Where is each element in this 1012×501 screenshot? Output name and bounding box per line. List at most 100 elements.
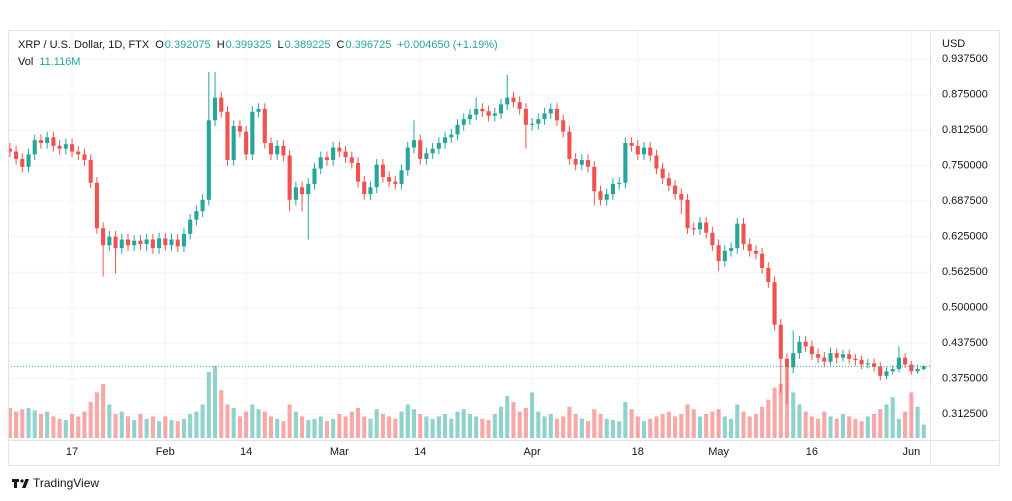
- volume-bar: [138, 414, 143, 438]
- candle-body: [219, 97, 224, 112]
- volume-bar: [268, 416, 274, 438]
- candle-body: [554, 108, 560, 121]
- volume-bar: [318, 416, 323, 438]
- y-tick-label: 0.500000: [942, 302, 988, 314]
- candle-body: [890, 369, 895, 372]
- volume-bar: [349, 411, 354, 438]
- candle-body: [822, 357, 827, 362]
- legend-title: XRP / U.S. Dollar, 1D, FTX: [18, 39, 150, 51]
- candle-body: [816, 354, 821, 358]
- x-tick-label: 14: [240, 446, 252, 458]
- candle-body: [486, 111, 491, 116]
- candle-body: [32, 140, 37, 155]
- candle-body: [175, 239, 180, 247]
- volume-bar: [212, 366, 218, 438]
- volume-bar: [704, 414, 709, 438]
- candle-body: [113, 236, 118, 249]
- candle-body: [735, 223, 740, 249]
- candle-body: [455, 124, 460, 135]
- candle-body: [250, 111, 255, 155]
- ohlc-value: 0.389225: [285, 39, 331, 51]
- candle-body: [157, 238, 162, 249]
- candle-body: [753, 250, 758, 254]
- volume-bar: [443, 414, 448, 438]
- candle-body: [63, 144, 68, 149]
- volume-bar: [188, 414, 193, 438]
- candle-body: [26, 154, 31, 167]
- candle-body: [200, 199, 205, 212]
- volume-bar: [567, 406, 572, 438]
- candle-body: [666, 178, 671, 186]
- candle-body: [579, 160, 584, 165]
- volume-layer: [7, 366, 926, 438]
- candle-body: [685, 199, 690, 229]
- candle-body: [772, 282, 777, 325]
- candle-body: [654, 155, 659, 169]
- x-tick-label: Feb: [156, 446, 175, 458]
- candle-body: [492, 113, 497, 116]
- frame: [8, 30, 1000, 466]
- x-tick-label: Mar: [330, 446, 349, 458]
- candle-body: [461, 119, 466, 125]
- volume-value: 11.116M: [39, 56, 80, 68]
- candle-body: [125, 239, 131, 246]
- volume-bar: [237, 416, 242, 438]
- candle-body: [586, 160, 591, 167]
- volume-bar: [536, 411, 541, 438]
- volume-bar: [629, 409, 634, 438]
- volume-bar: [511, 402, 516, 438]
- volume-bar: [859, 421, 864, 438]
- volume-bar: [523, 408, 528, 438]
- candle-body: [194, 211, 199, 220]
- volume-bar: [865, 416, 870, 438]
- candle-body: [101, 228, 106, 246]
- candle-body: [337, 147, 342, 152]
- volume-bar: [250, 404, 255, 438]
- volume-bar: [362, 416, 367, 438]
- volume-bar: [847, 416, 852, 438]
- candle-body: [859, 359, 864, 365]
- candle-body: [411, 140, 417, 148]
- volume-bar: [26, 408, 31, 438]
- volume-bar: [293, 411, 298, 438]
- volume-bar: [498, 406, 504, 438]
- volume-bar: [760, 406, 765, 438]
- volume-bar: [691, 409, 696, 438]
- candle-body: [387, 177, 392, 182]
- candle-body: [635, 145, 640, 155]
- candle-body: [840, 354, 846, 358]
- candle-body: [617, 182, 622, 184]
- candle-body: [909, 364, 914, 372]
- volume-bar: [287, 404, 292, 438]
- volume-bar: [822, 411, 827, 438]
- ohlc-value: 0.392075: [165, 39, 211, 51]
- volume-bar: [157, 421, 162, 438]
- volume-bar: [57, 418, 62, 438]
- candle-body: [722, 250, 727, 262]
- candle-body: [673, 185, 678, 195]
- volume-bar: [878, 409, 883, 438]
- volume-bar: [88, 402, 93, 438]
- candle-body: [163, 238, 168, 246]
- volume-bar: [368, 418, 373, 438]
- candle-body: [878, 366, 883, 376]
- volume-bar: [623, 402, 628, 438]
- x-tick-label: Apr: [524, 446, 541, 458]
- volume-bar: [461, 409, 466, 438]
- y-tick-label: 0.937500: [942, 53, 988, 65]
- volume-bar: [741, 411, 746, 438]
- candle-body: [430, 148, 435, 154]
- candle-body: [610, 183, 615, 195]
- candle-body: [648, 147, 653, 156]
- volume-bar: [256, 409, 261, 438]
- volume-bar: [200, 404, 205, 438]
- volume-bar: [38, 414, 44, 438]
- candle-body: [853, 358, 858, 360]
- candle-body: [791, 353, 796, 368]
- candle-body: [443, 137, 448, 144]
- candle-body: [256, 108, 261, 112]
- x-tick-label: May: [708, 446, 729, 458]
- candle-body: [760, 253, 765, 268]
- candle-body: [884, 371, 889, 376]
- volume-bar: [455, 411, 460, 438]
